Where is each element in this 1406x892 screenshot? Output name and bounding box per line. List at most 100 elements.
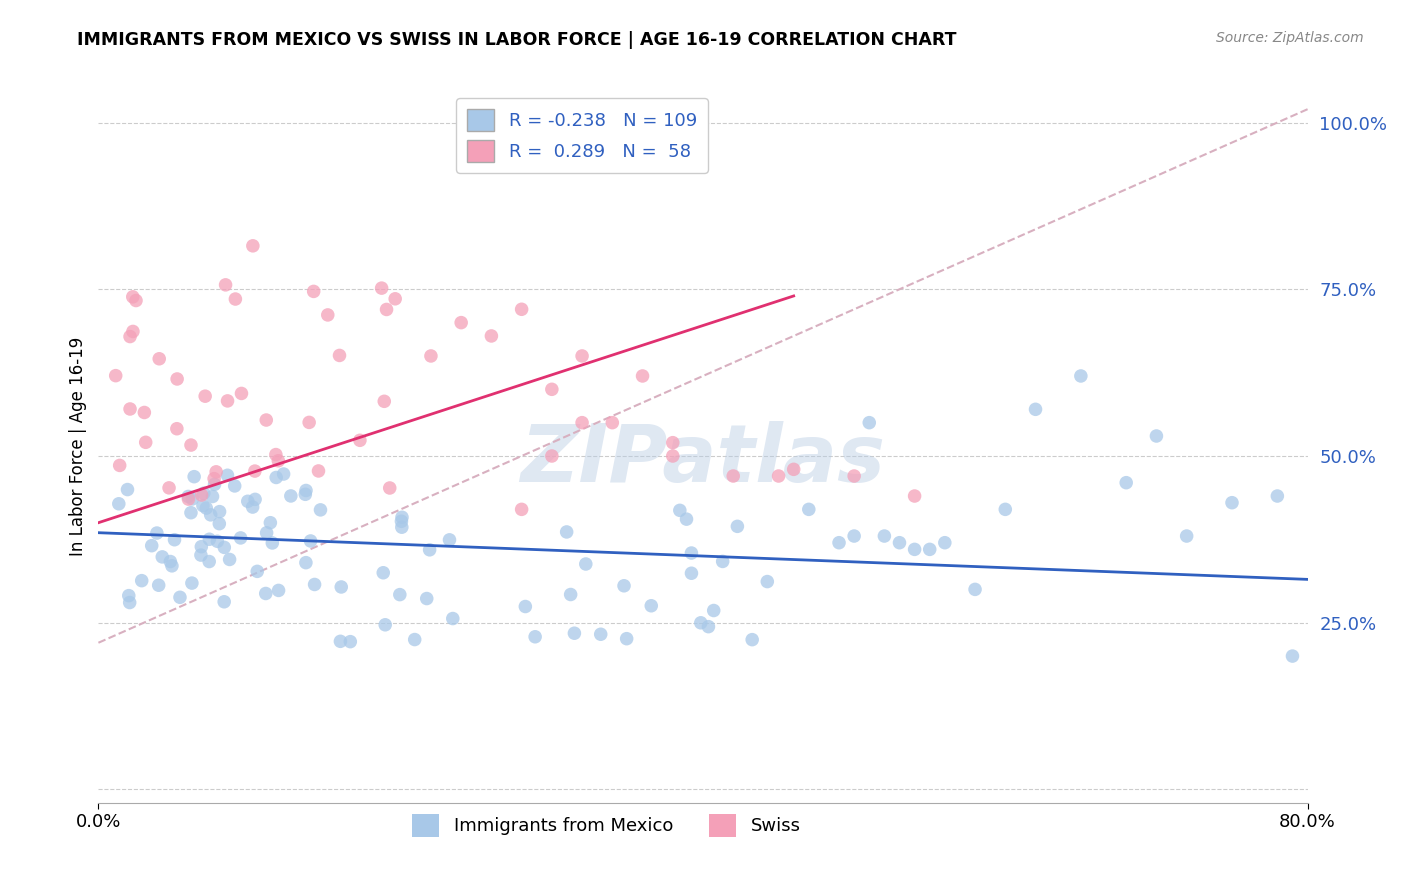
Point	[741, 632, 763, 647]
Point	[242, 500, 264, 514]
Point	[302, 285, 325, 299]
Point	[873, 529, 896, 543]
Point	[1070, 368, 1092, 383]
Point	[108, 458, 131, 473]
Point	[280, 489, 302, 503]
Point	[723, 469, 745, 483]
Point	[118, 402, 141, 417]
Point	[180, 506, 202, 520]
Point	[725, 519, 748, 533]
Point	[404, 632, 426, 647]
Point	[613, 579, 636, 593]
Point	[195, 501, 218, 516]
Point	[118, 329, 141, 343]
Point	[160, 558, 183, 573]
Point	[797, 502, 820, 516]
Point	[208, 505, 231, 519]
Point	[586, 128, 609, 143]
Point	[889, 535, 911, 549]
Point	[419, 542, 441, 557]
Point	[214, 277, 236, 292]
Point	[439, 533, 461, 547]
Point	[207, 534, 229, 549]
Point	[166, 422, 188, 436]
Point	[231, 386, 253, 401]
Point	[844, 529, 866, 543]
Point	[373, 566, 395, 580]
Point	[309, 503, 332, 517]
Point	[756, 574, 779, 589]
Point	[200, 508, 222, 522]
Point	[783, 462, 806, 476]
Text: Source: ZipAtlas.com: Source: ZipAtlas.com	[1216, 31, 1364, 45]
Point	[163, 533, 186, 547]
Point	[190, 488, 212, 502]
Point	[201, 490, 224, 504]
Point	[560, 587, 582, 601]
Point	[384, 292, 406, 306]
Point	[157, 481, 180, 495]
Point	[134, 405, 156, 419]
Point	[117, 483, 139, 497]
Point	[191, 499, 214, 513]
Point	[681, 566, 703, 581]
Point	[218, 552, 240, 566]
Point	[510, 302, 533, 317]
Point	[224, 292, 246, 306]
Point	[177, 490, 200, 504]
Point	[295, 483, 318, 498]
Point	[198, 533, 221, 547]
Point	[295, 556, 318, 570]
Point	[190, 548, 212, 562]
Point	[675, 512, 697, 526]
Point	[328, 348, 350, 362]
Point	[122, 325, 145, 339]
Point	[510, 502, 533, 516]
Point	[204, 477, 226, 491]
Point	[339, 634, 361, 648]
Point	[1115, 475, 1137, 490]
Point	[703, 603, 725, 617]
Point	[330, 580, 353, 594]
Point	[661, 449, 683, 463]
Point	[571, 349, 593, 363]
Point	[391, 514, 413, 528]
Point	[190, 540, 212, 554]
Point	[349, 434, 371, 448]
Point	[1024, 402, 1046, 417]
Point	[242, 239, 264, 253]
Point	[697, 620, 720, 634]
Point	[858, 416, 880, 430]
Point	[994, 502, 1017, 516]
Point	[420, 349, 443, 363]
Point	[169, 591, 191, 605]
Point	[180, 576, 202, 591]
Point	[118, 589, 141, 603]
Point	[166, 372, 188, 386]
Point	[515, 599, 537, 614]
Point	[391, 510, 413, 524]
Point	[555, 524, 578, 539]
Point	[141, 539, 163, 553]
Point	[194, 389, 217, 403]
Y-axis label: In Labor Force | Age 16-19: In Labor Force | Age 16-19	[69, 336, 87, 556]
Point	[329, 634, 352, 648]
Point	[177, 492, 200, 507]
Point	[1144, 429, 1167, 443]
Point	[254, 586, 277, 600]
Point	[299, 533, 322, 548]
Point	[193, 486, 215, 500]
Point	[243, 492, 266, 507]
Point	[661, 435, 683, 450]
Point	[965, 582, 987, 597]
Point	[217, 393, 239, 408]
Point	[254, 413, 277, 427]
Point	[540, 449, 562, 463]
Point	[181, 491, 204, 506]
Point	[450, 316, 472, 330]
Point	[212, 595, 235, 609]
Point	[217, 468, 239, 483]
Point	[1220, 496, 1243, 510]
Point	[243, 464, 266, 478]
Point	[316, 308, 339, 322]
